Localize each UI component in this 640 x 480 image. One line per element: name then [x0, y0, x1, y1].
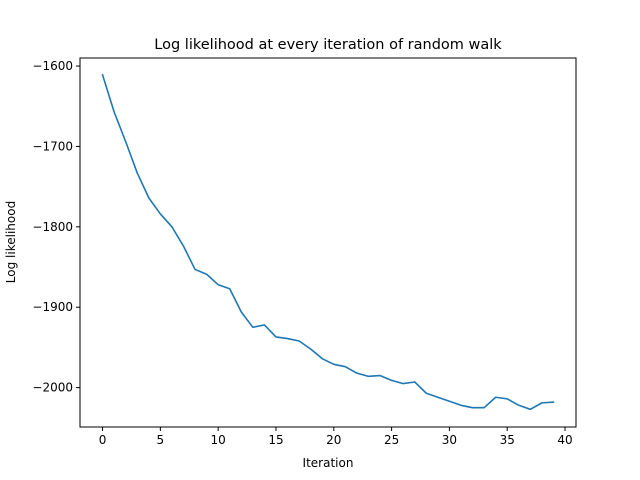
x-tick-label: 40	[557, 433, 572, 447]
y-tick-label: −1700	[32, 139, 73, 153]
plot-frame	[79, 57, 577, 428]
y-tick-label: −2000	[32, 381, 73, 395]
x-tick-label: 10	[211, 433, 226, 447]
x-tick-label: 0	[99, 433, 107, 447]
y-tick-label: −1600	[32, 59, 73, 73]
x-axis-ticks: 0 5 10 15 20 25 30 35 40	[99, 427, 573, 447]
x-tick-label: 25	[384, 433, 399, 447]
x-tick-label: 15	[268, 433, 283, 447]
x-tick-label: 20	[326, 433, 341, 447]
y-tick-label: −1800	[32, 220, 73, 234]
x-tick-label: 35	[500, 433, 515, 447]
y-axis-ticks: −1600 −1700 −1800 −1900 −2000	[32, 59, 80, 395]
x-axis-label: Iteration	[303, 456, 354, 470]
x-tick-label: 30	[442, 433, 457, 447]
y-axis-label: Log likelihood	[4, 201, 18, 283]
x-tick-label: 5	[157, 433, 165, 447]
plot-area	[101, 73, 555, 411]
y-tick-label: −1900	[32, 300, 73, 314]
chart-title: Log likelihood at every iteration of ran…	[154, 37, 502, 53]
series-line	[101, 73, 555, 411]
